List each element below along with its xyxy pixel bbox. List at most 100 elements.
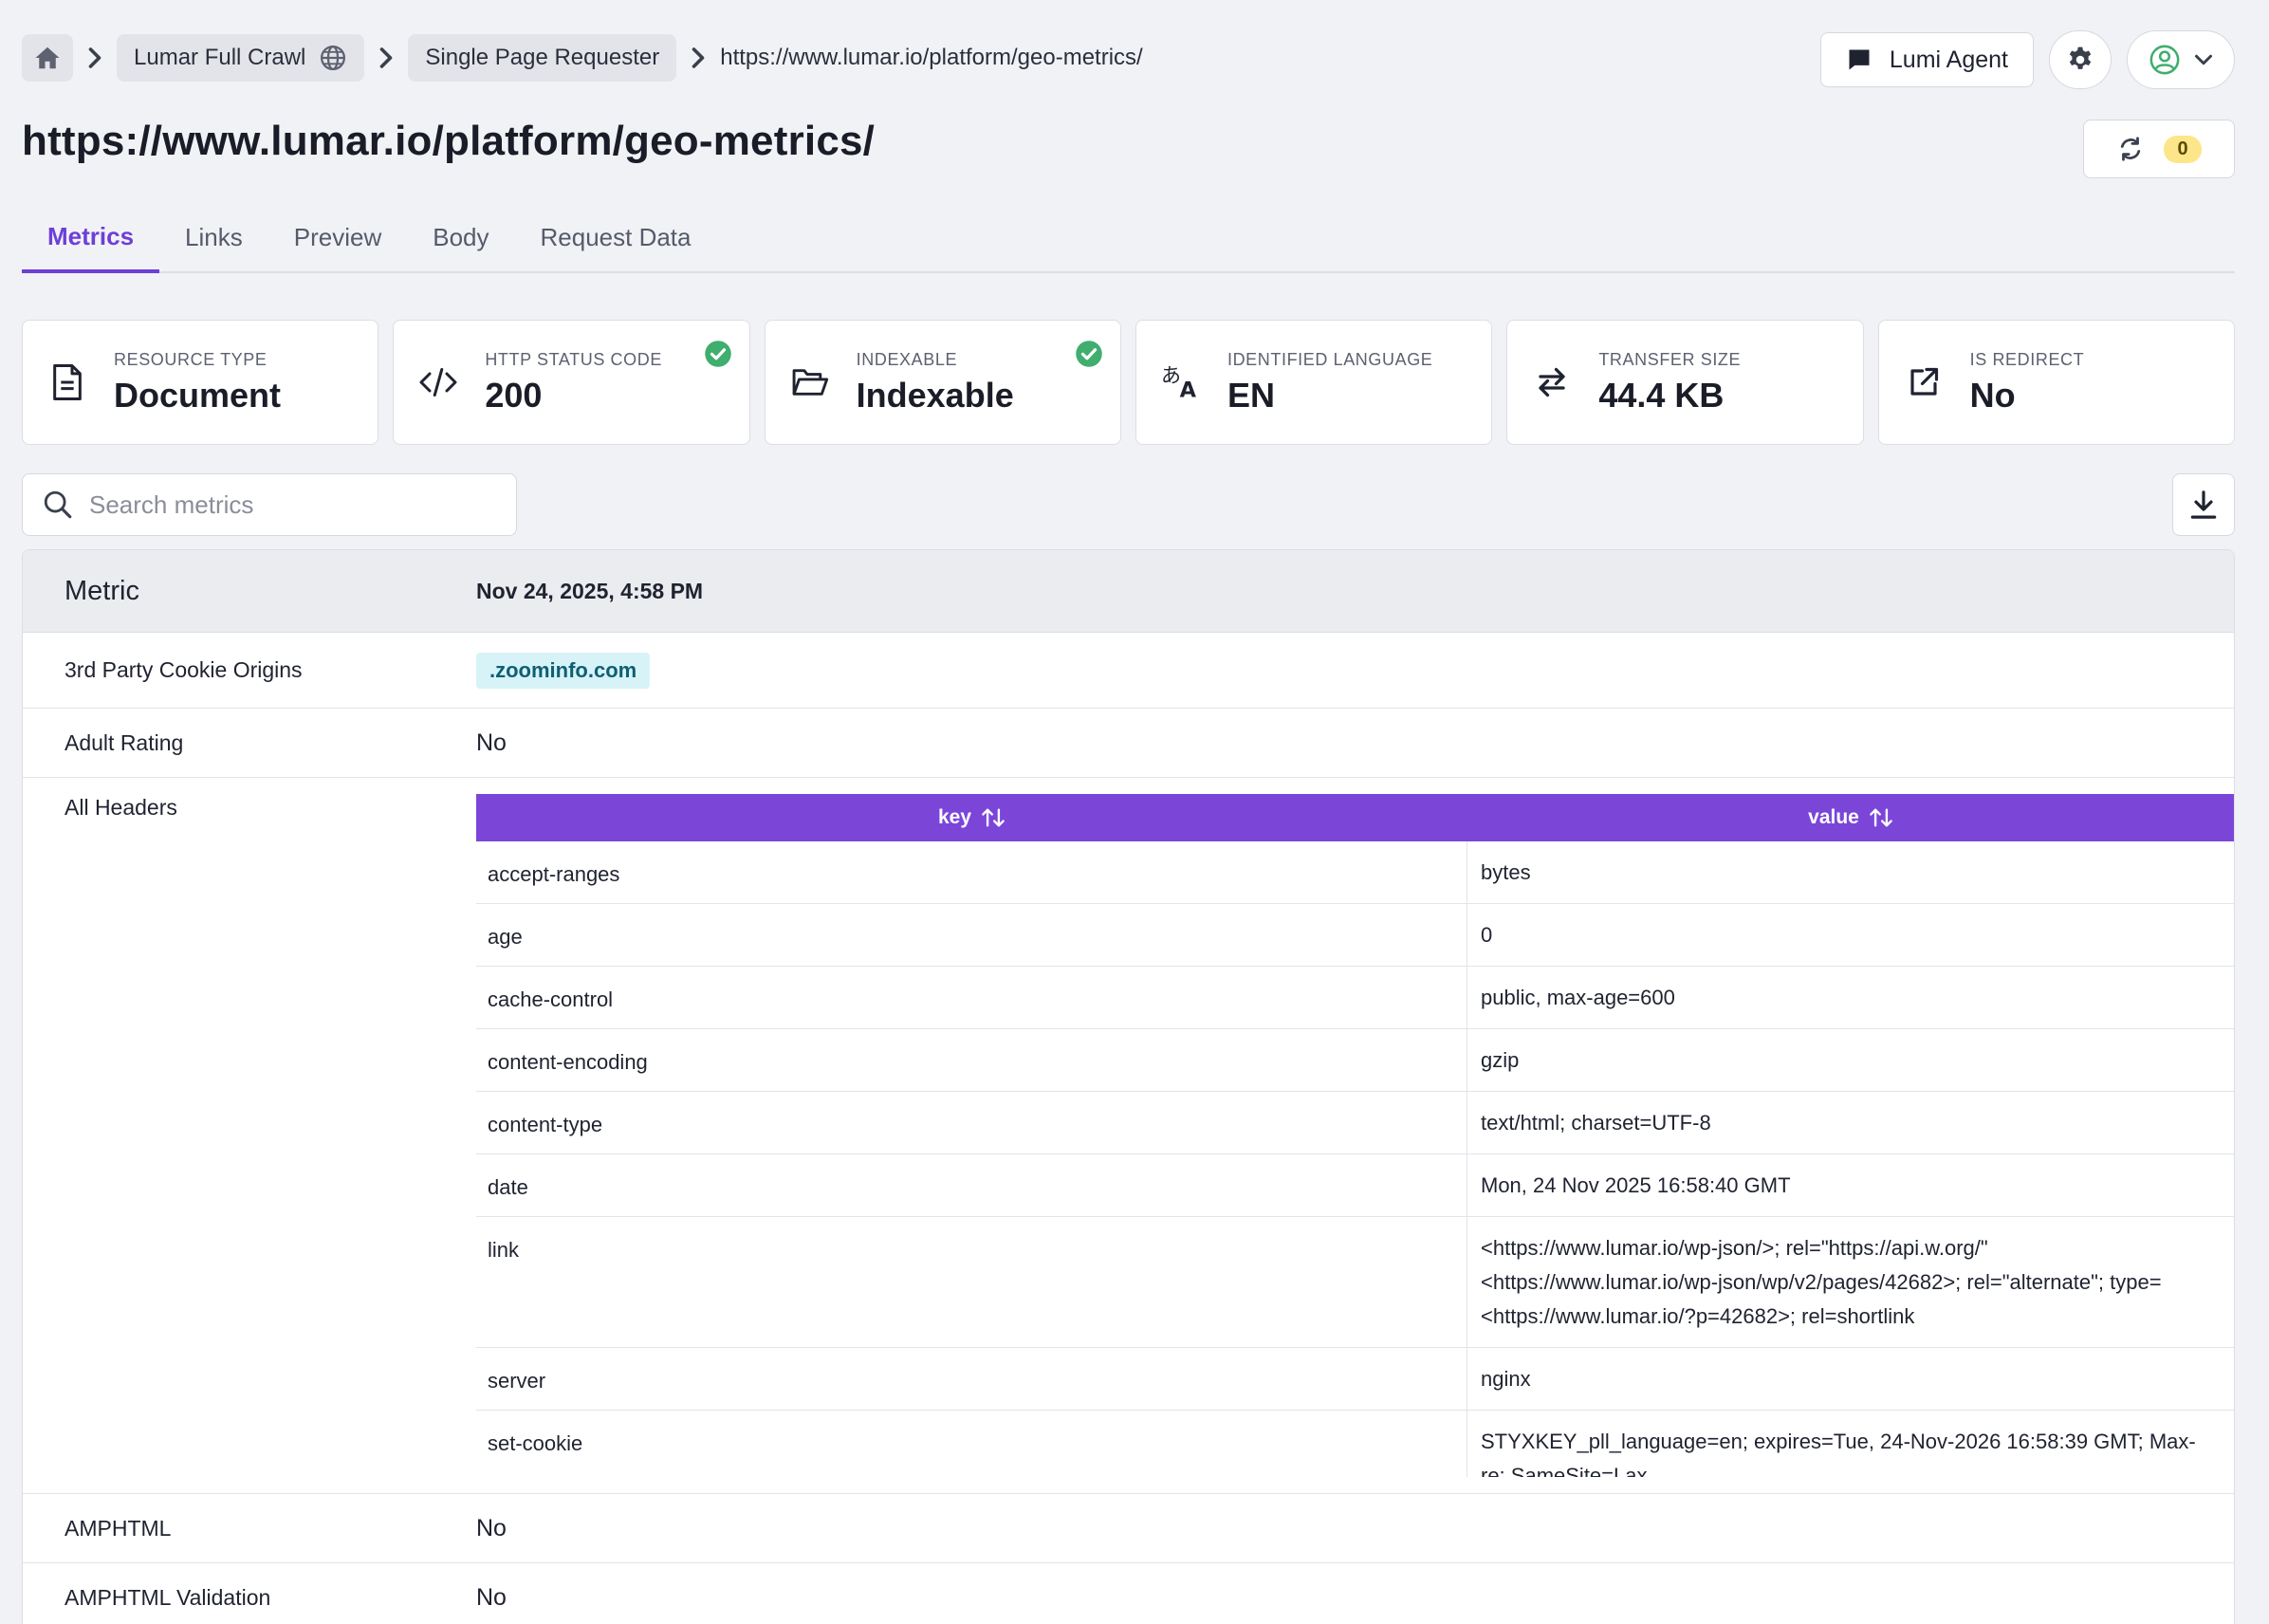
header-value: gzip <box>1481 1048 1520 1072</box>
header-key: age <box>476 904 1467 966</box>
sort-by-key-header[interactable]: key <box>476 806 1467 829</box>
user-avatar-icon <box>2149 45 2180 75</box>
header-value-line: <https://www.lumar.io/wp-json/>; rel="ht… <box>1481 1236 1988 1260</box>
header-value: public, max-age=600 <box>1481 986 1675 1009</box>
lumi-agent-label: Lumi Agent <box>1889 46 2008 73</box>
card-http-status: HTTP STATUS CODE 200 <box>393 320 750 445</box>
tab-links[interactable]: Links <box>185 222 243 251</box>
translate-icon: あ A <box>1161 362 1201 402</box>
metric-name: Adult Rating <box>65 729 184 755</box>
header-value-line: <https://www.lumar.io/wp-json/wp/v2/page… <box>1481 1270 2162 1294</box>
download-icon <box>2190 490 2217 519</box>
check-circle-icon <box>704 341 731 367</box>
header-value: STYXKEY_pll_language=en; expires=Tue, 24… <box>1467 1404 2234 1477</box>
metric-name: AMPHTML Validation <box>65 1584 271 1610</box>
search-icon <box>44 490 72 519</box>
breadcrumb-url: https://www.lumar.io/platform/geo-metric… <box>720 45 1143 70</box>
gear-icon <box>2069 46 2092 69</box>
header-key: content-encoding <box>476 1029 1467 1091</box>
header-row: date Mon, 24 Nov 2025 16:58:40 GMT <box>476 1154 2234 1217</box>
header-row: age 0 <box>476 904 2234 967</box>
refresh-icon <box>2121 137 2141 161</box>
metrics-table-header: Metric Nov 24, 2025, 4:58 PM <box>23 550 2234 633</box>
tab-body[interactable]: Body <box>433 222 489 251</box>
column-header-date: Nov 24, 2025, 4:58 PM <box>476 578 704 603</box>
card-indexable: INDEXABLE Indexable <box>764 320 1121 445</box>
breadcrumb-tool[interactable]: Single Page Requester <box>408 34 677 82</box>
folder-open-icon <box>790 362 830 402</box>
card-value: Indexable <box>856 375 1014 415</box>
home-icon <box>35 46 60 69</box>
header-row: set-cookie STYXKEY_pll_language=en; expi… <box>476 1411 2234 1477</box>
lumi-agent-button[interactable]: Lumi Agent <box>1819 32 2034 87</box>
page-title: https://www.lumar.io/platform/geo-metric… <box>22 118 876 164</box>
breadcrumb-project[interactable]: Lumar Full Crawl <box>117 34 365 82</box>
column-header-metric: Metric <box>65 575 139 606</box>
search-box <box>22 473 517 536</box>
card-value: No <box>1969 375 2016 415</box>
summary-cards: RESOURCE TYPE Document HTTP STATUS CODE … <box>22 320 2235 445</box>
metric-name: AMPHTML <box>65 1515 172 1541</box>
metric-value: No <box>476 729 507 756</box>
refresh-button[interactable]: 0 <box>2083 120 2235 178</box>
headers-table-body[interactable]: accept-ranges bytes age 0 cache-control … <box>476 841 2234 1479</box>
card-label: TRANSFER SIZE <box>1598 349 1742 369</box>
header-row: link <https://www.lumar.io/wp-json/>; re… <box>476 1217 2234 1348</box>
metric-name: 3rd Party Cookie Origins <box>65 657 303 682</box>
header-value: text/html; charset=UTF-8 <box>1481 1111 1711 1135</box>
metric-value: No <box>476 1514 507 1541</box>
table-row: Adult Rating No <box>23 709 2234 778</box>
table-row: 3rd Party Cookie Origins .zoominfo.com <box>23 633 2234 709</box>
card-value: 200 <box>485 375 543 415</box>
sort-by-value-header[interactable]: value <box>1467 806 2234 829</box>
header-row: cache-control public, max-age=600 <box>476 967 2234 1029</box>
tab-bar: Metrics Links Preview Body Request Data <box>22 203 2235 273</box>
breadcrumb-tool-label: Single Page Requester <box>425 45 660 70</box>
search-input[interactable] <box>89 489 488 520</box>
top-bar: Lumar Full Crawl Single Page Requester h… <box>22 30 2235 89</box>
document-icon <box>47 362 87 402</box>
header-key: server <box>476 1348 1467 1410</box>
tab-metrics[interactable]: Metrics <box>22 203 160 273</box>
refresh-count-badge: 0 <box>2164 135 2202 163</box>
metric-name: All Headers <box>65 795 177 820</box>
chevron-down-icon <box>2195 54 2212 65</box>
check-circle-icon <box>1076 341 1102 367</box>
breadcrumb-project-label: Lumar Full Crawl <box>134 45 306 70</box>
header-value-line: <https://www.lumar.io/?p=42682>; rel=sho… <box>1481 1304 1915 1328</box>
svg-text:あ: あ <box>1161 364 1181 387</box>
header-row: content-type text/html; charset=UTF-8 <box>476 1092 2234 1154</box>
tab-request-data[interactable]: Request Data <box>540 222 692 251</box>
header-value-line: re; SameSite=Lax <box>1481 1464 1648 1477</box>
table-row: All Headers key value accept-ranges <box>23 778 2234 1494</box>
settings-button[interactable] <box>2049 30 2112 89</box>
card-value: 44.4 KB <box>1598 375 1725 415</box>
card-transfer-size: TRANSFER SIZE 44.4 KB <box>1506 320 1864 445</box>
header-value: bytes <box>1481 860 1531 884</box>
card-resource-type: RESOURCE TYPE Document <box>22 320 379 445</box>
headers-table: key value accept-ranges bytes age <box>476 794 2234 1479</box>
card-value: Document <box>114 375 282 415</box>
header-key: accept-ranges <box>476 841 1467 903</box>
card-is-redirect: IS REDIRECT No <box>1877 320 2235 445</box>
headers-table-header: key value <box>476 794 2234 841</box>
header-actions: Lumi Agent <box>1819 30 2235 89</box>
globe-icon <box>321 46 346 70</box>
svg-text:A: A <box>1180 378 1197 401</box>
header-key: content-type <box>476 1092 1467 1153</box>
chevron-right-icon <box>684 34 712 82</box>
card-value: EN <box>1227 375 1275 415</box>
chevron-right-icon <box>81 34 109 82</box>
header-value-line: STYXKEY_pll_language=en; expires=Tue, 24… <box>1481 1430 2196 1453</box>
header-value: 0 <box>1481 923 1493 947</box>
home-button[interactable] <box>22 34 73 82</box>
card-label: INDEXABLE <box>856 349 958 369</box>
tab-preview[interactable]: Preview <box>293 222 382 251</box>
user-menu-button[interactable] <box>2127 30 2235 89</box>
cookie-origin-chip: .zoominfo.com <box>476 652 651 689</box>
transfer-arrows-icon <box>1532 362 1572 402</box>
metric-value: No <box>476 1583 507 1611</box>
download-button[interactable] <box>2172 473 2235 536</box>
table-row: AMPHTML No <box>23 1494 2234 1563</box>
external-link-icon <box>1904 362 1944 402</box>
